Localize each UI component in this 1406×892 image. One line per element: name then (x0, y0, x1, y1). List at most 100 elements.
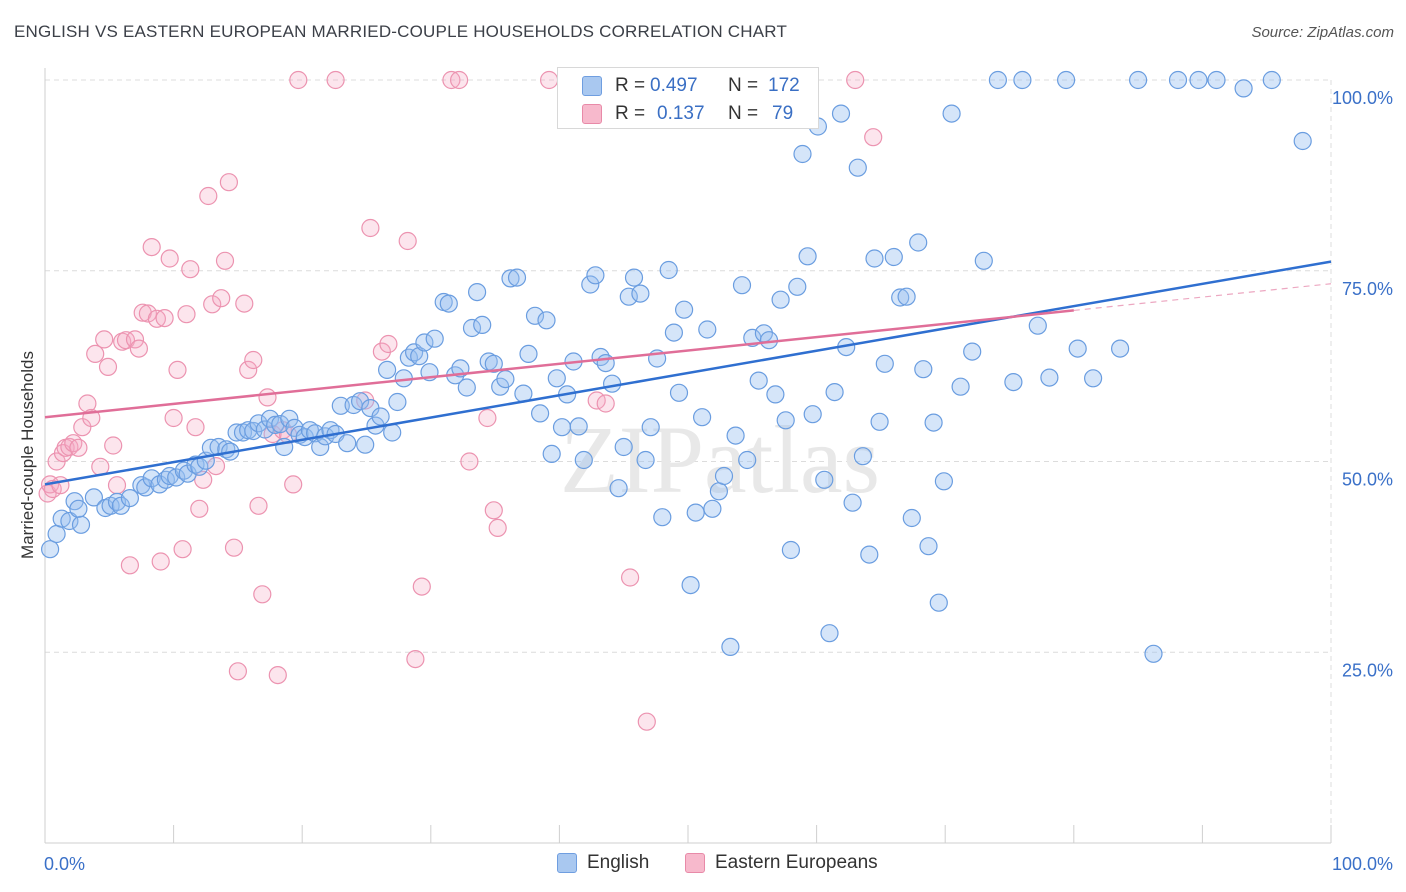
series-legend: English Eastern Europeans (0, 852, 1406, 878)
eastern-europeans-point (637, 712, 656, 731)
eastern-europeans-point (164, 408, 183, 428)
english-point (619, 287, 638, 306)
eastern-europeans-point (147, 309, 166, 328)
english-point (71, 515, 91, 534)
english-point (698, 320, 717, 339)
english-point (909, 233, 928, 252)
english-point (501, 269, 520, 288)
english-point (1028, 316, 1047, 335)
english-point (934, 472, 954, 491)
series-eastern-europeans (38, 70, 883, 731)
eastern-europeans-point (95, 330, 114, 349)
series-english (40, 70, 1312, 663)
english-point (484, 354, 503, 373)
english-point (537, 311, 556, 330)
eastern-europeans-point (488, 518, 507, 538)
english-point (721, 637, 740, 657)
n-label: N = (728, 103, 759, 124)
english-point (692, 408, 712, 427)
english-point (84, 488, 104, 507)
legend-item-english[interactable]: English (557, 852, 649, 874)
english-point (848, 158, 867, 177)
english-point (574, 450, 593, 470)
english-point (771, 290, 790, 309)
english-point (1168, 70, 1188, 90)
english-point (457, 378, 476, 397)
english-point (439, 294, 458, 313)
english-point (47, 524, 66, 544)
english-point (160, 466, 179, 486)
english-swatch (582, 76, 602, 96)
english-point (473, 315, 492, 334)
eastern-europeans-point (86, 344, 105, 363)
english-point (714, 466, 734, 486)
eastern-europeans-point (596, 394, 615, 413)
english-point (496, 370, 515, 389)
english-point (766, 385, 785, 404)
english-point (280, 409, 299, 428)
r-label: R = (615, 103, 646, 124)
x-tick-label: 100.0% (1332, 854, 1393, 874)
eastern-europeans-point (244, 350, 263, 370)
english-point (653, 508, 672, 527)
english-point (1083, 369, 1103, 388)
english-point (552, 418, 572, 437)
r-value: 0.137 (657, 103, 705, 124)
english-point (1234, 79, 1253, 98)
english-point (1189, 70, 1208, 90)
english-point (602, 374, 622, 393)
eastern-europeans-point (289, 70, 308, 90)
eastern-europeans-point (478, 408, 497, 428)
y-tick-label: 100.0% (1332, 88, 1393, 108)
y-tick-label: 75.0% (1342, 279, 1393, 299)
english-point (686, 503, 705, 522)
eastern-europeans-point (268, 665, 287, 685)
english-point (891, 288, 910, 307)
english-point (843, 493, 862, 512)
eastern-europeans-point (398, 231, 417, 251)
english-point (378, 360, 397, 379)
legend-item-eastern-europeans[interactable]: Eastern Europeans (685, 852, 878, 874)
eastern-europeans-point (406, 649, 425, 669)
english-point (1128, 70, 1148, 90)
eastern-europeans-point (203, 295, 222, 314)
eastern-europeans-point (138, 304, 157, 323)
english-point (167, 468, 186, 487)
trend-lines (44, 260, 1332, 486)
english-point (1110, 339, 1130, 358)
english-point (624, 268, 644, 287)
eastern-europeans-point (864, 128, 883, 147)
y-tick-label: 50.0% (1342, 470, 1393, 490)
data-points (38, 70, 1312, 731)
eastern-europeans-point (249, 496, 268, 515)
english-point (586, 266, 605, 285)
english-point (311, 437, 330, 457)
english-swatch (557, 853, 577, 873)
english-point (963, 342, 982, 361)
eastern-europeans-point (450, 70, 469, 90)
english-point (659, 260, 678, 280)
english-point (60, 511, 79, 531)
english-point (609, 479, 628, 498)
english-point (924, 413, 943, 432)
english-point (530, 404, 550, 423)
english-point (1004, 373, 1023, 392)
english-point (1293, 131, 1312, 151)
english-point (902, 508, 921, 528)
eastern-europeans-point (372, 342, 391, 361)
english-point (631, 284, 650, 303)
english-point (875, 354, 894, 373)
english-point (383, 423, 402, 442)
english-point (1207, 70, 1226, 90)
eastern-europeans-point (235, 294, 254, 313)
eastern-europeans-point (177, 305, 196, 324)
english-point (542, 444, 561, 463)
eastern-europeans-point (199, 186, 218, 206)
eastern-europeans-point (228, 662, 247, 681)
english-point (674, 300, 694, 319)
english-point (1040, 368, 1059, 387)
english-point (547, 369, 566, 388)
english-point (738, 450, 757, 470)
english-point (781, 540, 801, 560)
